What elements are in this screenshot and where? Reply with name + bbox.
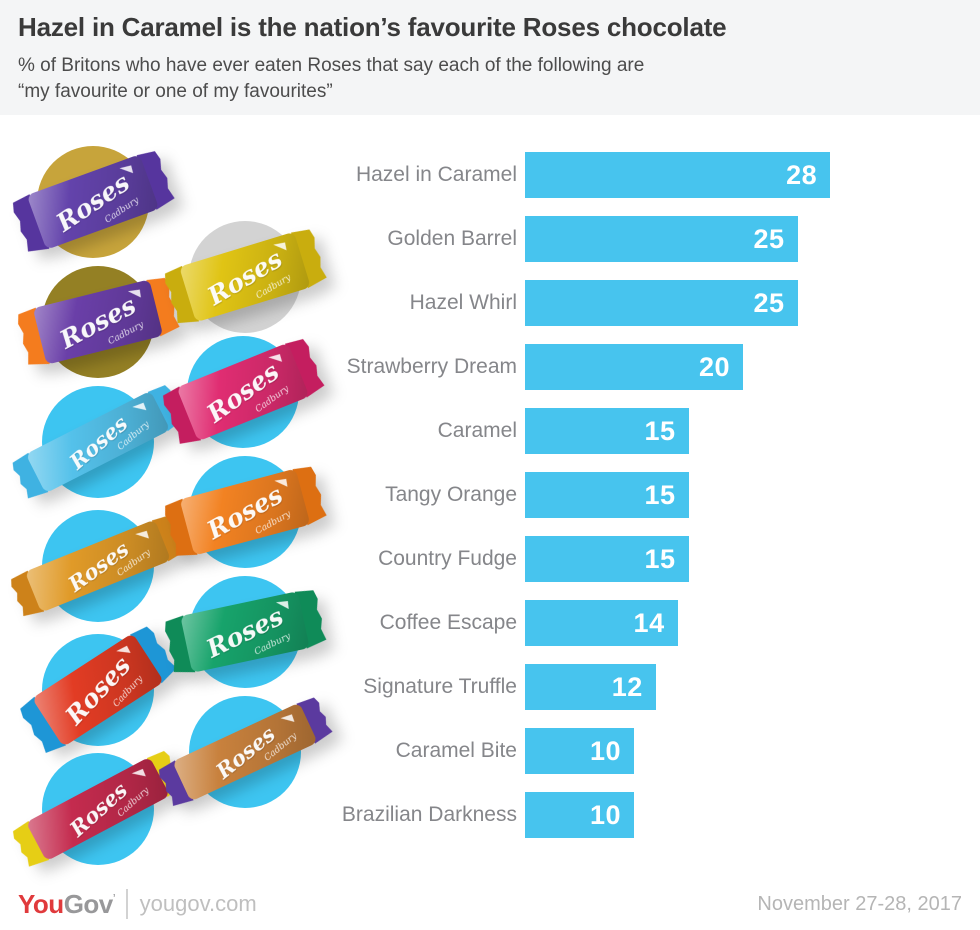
bar-label: Golden Barrel — [387, 227, 517, 250]
bar-value: 15 — [644, 415, 676, 446]
bar-value: 10 — [589, 735, 621, 766]
bar-value: 28 — [786, 159, 818, 190]
bar-label: Tangy Orange — [385, 483, 517, 506]
candy-orange-wrapper-on-blue-circle: Roses Cadbury — [155, 422, 335, 602]
chart-subtitle-line2: “my favourite or one of my favourites” — [18, 81, 333, 102]
bar: 20 — [525, 344, 743, 390]
candy-green-wrapper-on-blue-circle: Roses Cadbury — [155, 542, 335, 722]
yougov-logo-gov: Gov — [63, 888, 114, 919]
bar-label: Coffee Escape — [379, 611, 517, 634]
bar: 10 — [525, 792, 634, 838]
candy-crimson-yellow-wrapper-on-blue-circle: Roses Cadbury — [8, 719, 188, 899]
chart-row: Hazel Whirl 25 — [0, 271, 980, 335]
chart-row: Tangy Orange 15 — [0, 463, 980, 527]
bar-label: Strawberry Dream — [346, 355, 517, 378]
bar-value: 12 — [611, 671, 643, 702]
footer-divider — [125, 889, 128, 919]
bar: 15 — [525, 408, 689, 454]
bar-label: Signature Truffle — [363, 675, 517, 698]
candy-red-blue-wrapper-on-blue-circle: Roses Cadbury — [8, 600, 188, 780]
yougov-logo-mark: ’ — [112, 890, 116, 906]
bar: 25 — [525, 216, 798, 262]
bar: 25 — [525, 280, 798, 326]
bar-label: Caramel Bite — [395, 739, 517, 762]
candy-gold-wrapper-on-blue-circle: Roses Cadbury — [8, 476, 188, 656]
header: Hazel in Caramel is the nation’s favouri… — [0, 0, 980, 115]
chart-subtitle: % of Britons who have ever eaten Roses t… — [18, 53, 960, 105]
bar: 15 — [525, 536, 689, 582]
yougov-logo: You Gov’ — [18, 889, 116, 920]
bar-value: 20 — [698, 351, 730, 382]
bar: 12 — [525, 664, 656, 710]
bar: 10 — [525, 728, 634, 774]
bar-value: 15 — [644, 543, 676, 574]
bar-label: Hazel Whirl — [409, 291, 517, 314]
chart-date: November 27-28, 2017 — [757, 892, 962, 915]
chart-row: Coffee Escape 14 — [0, 591, 980, 655]
bar-value: 10 — [589, 799, 621, 830]
bar-value: 25 — [753, 287, 785, 318]
bar-label: Country Fudge — [378, 547, 517, 570]
chart-subtitle-line1: % of Britons who have ever eaten Roses t… — [18, 55, 645, 76]
candy-pink-wrapper-on-blue-circle: Roses Cadbury — [153, 302, 333, 482]
candy-collage: Roses Cadbury Roses Cadbury Roses Cadbury Rose… — [0, 0, 360, 930]
bar-label: Hazel in Caramel — [355, 163, 517, 186]
bar-value: 25 — [753, 223, 785, 254]
candy-light-blue-wrapper-on-blue-circle: Roses Cadbury — [8, 352, 188, 532]
chart-row: Signature Truffle 12 — [0, 655, 980, 719]
bar-label: Brazilian Darkness — [341, 803, 517, 826]
candy-yellow-wrapper-on-gray-circle: Roses Cadbury — [155, 187, 335, 367]
candy-copper-purple-wrapper-on-blue-circle: Roses Cadbury — [155, 662, 335, 842]
bar: 15 — [525, 472, 689, 518]
bar-chart: Hazel in Caramel 28 Golden Barrel 25 Hazel W… — [0, 143, 980, 847]
bar-value: 14 — [633, 607, 665, 638]
bar: 14 — [525, 600, 678, 646]
site-url: yougov.com — [139, 891, 257, 916]
bar-value: 15 — [644, 479, 676, 510]
chart-row: Country Fudge 15 — [0, 527, 980, 591]
chart-row: Hazel in Caramel 28 — [0, 143, 980, 207]
footer: You Gov’ yougov.com November 27-28, 2017 — [0, 878, 980, 930]
candy-purple-wrapper-on-gold-circle: Roses Cadbury — [3, 112, 183, 292]
chart-row: Strawberry Dream 20 — [0, 335, 980, 399]
chart-row: Caramel Bite 10 — [0, 719, 980, 783]
candy-purple-orange-wrapper-on-olive-circle: Roses Cadbury — [8, 232, 188, 412]
bar-label: Caramel — [437, 419, 517, 442]
bar: 28 — [525, 152, 831, 198]
chart-row: Caramel 15 — [0, 399, 980, 463]
yougov-logo-you: You — [18, 888, 64, 919]
chart-row: Golden Barrel 25 — [0, 207, 980, 271]
page-title: Hazel in Caramel is the nation’s favouri… — [18, 12, 727, 42]
chart-row: Brazilian Darkness 10 — [0, 783, 980, 847]
